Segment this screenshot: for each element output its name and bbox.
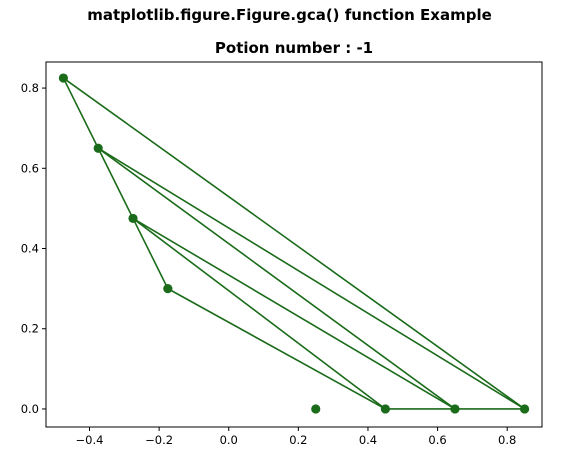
x-tick-label-3: 0.2	[289, 433, 307, 447]
data-point-6	[450, 404, 460, 414]
data-points	[58, 73, 530, 414]
data-point-7	[519, 404, 530, 414]
x-axis-ticks: −0.4 −0.2 0.0 0.2 0.4 0.6 0.8	[76, 427, 516, 447]
axes-frame	[45, 61, 543, 428]
line-segment-2	[132, 218, 169, 289]
data-point-5	[380, 404, 390, 414]
figure-suptitle: matplotlib.figure.Figure.gca() function …	[87, 6, 492, 24]
y-tick-label-4: 0.8	[21, 81, 39, 95]
line-segments	[62, 77, 526, 410]
data-point-3	[163, 284, 173, 294]
line-segment-7	[132, 217, 386, 410]
line-segment-8	[167, 287, 386, 410]
data-point-1	[93, 143, 103, 153]
x-tick-label-2: 0.0	[220, 433, 238, 447]
y-tick-label-1: 0.2	[21, 322, 39, 336]
line-segment-5	[97, 147, 456, 410]
x-tick-label-6: 0.8	[498, 433, 516, 447]
line-segment-4	[97, 147, 526, 410]
data-point-2	[128, 213, 138, 224]
line-segment-0	[62, 77, 99, 149]
y-axis-ticks: 0.0 0.2 0.4 0.6 0.8	[21, 81, 46, 416]
data-point-4	[311, 404, 321, 414]
x-tick-label-4: 0.4	[359, 433, 377, 447]
data-point-0	[58, 73, 69, 83]
y-tick-label-2: 0.4	[21, 242, 39, 256]
line-segment-1	[97, 147, 134, 219]
x-tick-label-5: 0.6	[428, 433, 446, 447]
y-tick-label-3: 0.6	[21, 161, 39, 175]
line-segment-6	[132, 217, 456, 410]
axes-title: Potion number : -1	[214, 39, 374, 57]
x-tick-label-0: −0.4	[76, 433, 104, 447]
x-tick-label-1: −0.2	[145, 433, 173, 447]
line-segment-3	[62, 77, 526, 410]
y-tick-label-0: 0.0	[21, 402, 39, 416]
